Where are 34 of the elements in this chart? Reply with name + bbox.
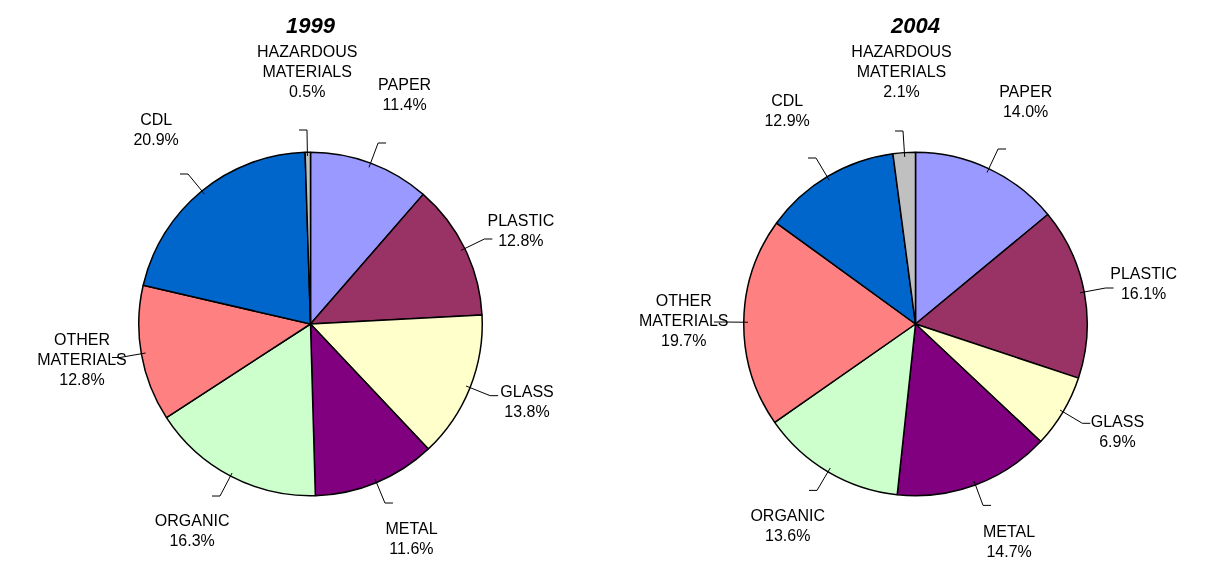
data-label: 14.7%	[986, 542, 1032, 560]
slice-label: METAL	[385, 520, 438, 538]
data-label: 13.6%	[765, 526, 811, 544]
data-label: 14.0%	[1002, 102, 1049, 120]
slice-label: ORGANIC	[154, 511, 230, 529]
data-label: 12.9%	[764, 112, 810, 130]
slice-label: GLASS	[500, 383, 554, 401]
data-label: 2.1%	[883, 83, 920, 101]
data-label: 0.5%	[288, 82, 326, 100]
slice-label: HAZARDOUS MATERIALS	[256, 42, 358, 80]
slice-label: PLASTIC	[487, 211, 555, 229]
slice-label: PLASTIC	[1110, 265, 1177, 283]
data-label: 12.8%	[59, 371, 105, 389]
chart-title: 1999	[285, 12, 336, 40]
data-label: 6.9%	[1099, 432, 1136, 450]
slice-label: OTHER MATERIALS	[37, 331, 127, 369]
slice-label: PAPER	[378, 76, 432, 94]
data-label: 11.6%	[389, 540, 434, 558]
data-label: 11.4%	[382, 96, 427, 114]
slice-label: HAZARDOUS MATERIALS	[851, 43, 952, 81]
slice-label: CDL	[771, 92, 804, 110]
slice-label: ORGANIC	[750, 506, 826, 524]
chart-title: 2004	[889, 12, 941, 40]
slice-label: OTHER MATERIALS	[639, 292, 729, 330]
data-label: 19.7%	[661, 332, 707, 350]
slice-label: GLASS	[1090, 412, 1145, 430]
data-label: 16.1%	[1120, 285, 1167, 303]
data-label: 20.9%	[133, 130, 179, 148]
data-label: 12.8%	[498, 231, 544, 249]
slice-label: CDL	[140, 110, 173, 128]
slice-label: PAPER	[999, 82, 1053, 100]
slice-label: METAL	[983, 522, 1036, 540]
data-label: 13.8%	[504, 403, 550, 421]
data-label: 16.3%	[169, 531, 215, 549]
